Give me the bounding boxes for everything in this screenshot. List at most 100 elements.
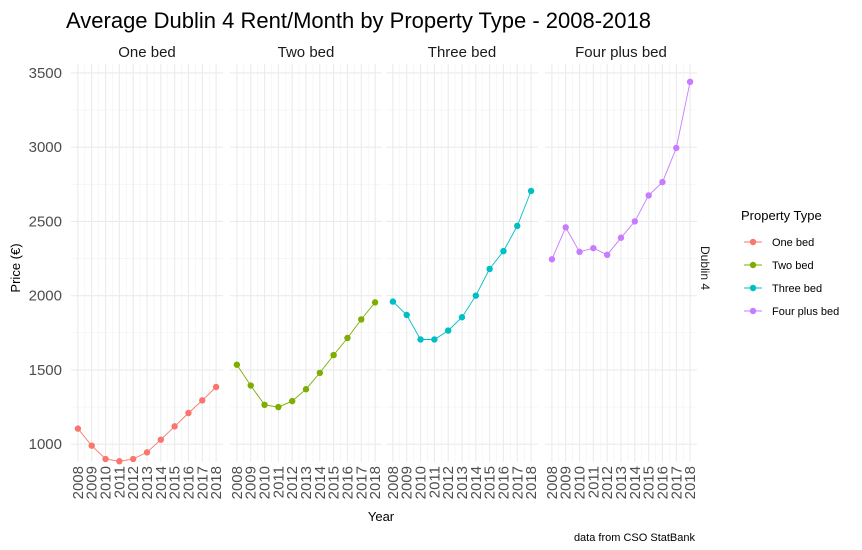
x-tick-label: 2014 <box>312 466 329 499</box>
x-tick-label: 2017 <box>353 466 370 499</box>
data-point <box>371 299 379 306</box>
data-point <box>562 224 569 231</box>
data-point <box>389 298 397 305</box>
data-point <box>233 361 241 368</box>
data-point <box>129 455 137 463</box>
data-point <box>458 314 466 321</box>
facets: One bed200820092010201120122013201420152… <box>70 44 699 499</box>
x-tick-label: 2017 <box>509 466 526 499</box>
data-point <box>302 386 310 393</box>
legend-key-point <box>749 307 757 315</box>
x-tick-label: 2009 <box>558 466 575 499</box>
x-tick-label: 2015 <box>482 466 499 499</box>
data-point <box>472 292 480 299</box>
y-tick-label: 1500 <box>29 362 62 379</box>
x-tick-label: 2008 <box>229 466 246 499</box>
x-tick-label: 2012 <box>599 466 616 499</box>
x-tick-label: 2010 <box>257 466 274 499</box>
facet-strip-label: Four plus bed <box>575 44 667 61</box>
x-tick-label: 2008 <box>544 466 561 499</box>
data-point <box>431 336 438 343</box>
y-axis-title: Price (€) <box>8 243 23 292</box>
x-tick-label: 2015 <box>167 466 184 499</box>
y-tick-label: 3500 <box>29 65 62 82</box>
y-tick-label: 2000 <box>29 288 62 305</box>
x-tick-label: 2012 <box>440 466 457 499</box>
data-point <box>185 409 192 417</box>
data-point <box>358 316 365 323</box>
data-point <box>686 78 694 86</box>
x-tick-label: 2013 <box>454 466 471 499</box>
facet-panel: Four plus bed200820092010201120122013201… <box>544 44 699 499</box>
data-point <box>143 449 151 456</box>
legend-label: Three bed <box>772 283 822 295</box>
data-point <box>212 383 220 391</box>
data-point <box>288 397 296 405</box>
x-tick-label: 2017 <box>194 466 211 499</box>
legend-label: Four plus bed <box>772 306 839 318</box>
x-tick-label: 2009 <box>84 466 101 499</box>
data-point <box>403 311 410 319</box>
data-point <box>261 401 268 409</box>
x-tick-label: 2018 <box>208 466 225 499</box>
facet-panel: Three bed2008200920102011201220132014201… <box>385 44 540 499</box>
facet-strip-label: One bed <box>118 44 176 61</box>
data-point <box>645 192 652 199</box>
data-point <box>116 458 123 465</box>
x-tick-label: 2014 <box>627 466 644 499</box>
x-tick-label: 2018 <box>682 466 699 499</box>
data-point <box>316 369 324 377</box>
x-tick-label: 2017 <box>668 466 685 499</box>
x-tick-label: 2009 <box>399 466 416 499</box>
x-tick-label: 2015 <box>641 466 658 499</box>
data-point <box>673 144 680 152</box>
data-point <box>603 251 611 259</box>
legend-item: Three bed <box>744 283 822 295</box>
y-tick-label: 3000 <box>29 139 62 156</box>
x-tick-label: 2018 <box>523 466 540 499</box>
x-axis-title: Year <box>368 509 395 524</box>
x-tick-label: 2010 <box>98 466 115 499</box>
data-point <box>157 436 165 443</box>
data-point <box>500 247 507 255</box>
y-axis: 1000 1500 2000 2500 3000 3500 <box>29 65 62 453</box>
data-point <box>631 218 639 225</box>
data-point <box>617 234 625 241</box>
x-tick-label: 2010 <box>413 466 430 499</box>
x-tick-label: 2013 <box>613 466 630 499</box>
legend-label: One bed <box>772 237 814 249</box>
data-point <box>590 244 597 252</box>
row-facet-label: Dublin 4 <box>698 246 712 290</box>
x-tick-label: 2008 <box>385 466 402 499</box>
x-tick-label: 2011 <box>270 466 287 498</box>
legend-item: Two bed <box>744 260 814 272</box>
legend-item: Four plus bed <box>744 306 839 318</box>
x-tick-label: 2016 <box>495 466 512 499</box>
x-tick-label: 2014 <box>153 466 170 499</box>
data-point <box>199 397 206 404</box>
x-tick-label: 2012 <box>125 466 142 499</box>
data-point <box>102 455 109 463</box>
data-point <box>659 178 666 186</box>
data-point <box>417 336 424 343</box>
facet-panel: One bed200820092010201120122013201420152… <box>70 44 225 499</box>
legend-key-point <box>749 284 757 292</box>
legend-label: Two bed <box>772 260 814 272</box>
x-tick-label: 2015 <box>326 466 343 499</box>
data-point <box>486 265 493 273</box>
x-tick-label: 2011 <box>426 466 443 498</box>
facet-strip-label: Three bed <box>428 44 496 61</box>
chart-title: Average Dublin 4 Rent/Month by Property … <box>66 8 651 33</box>
x-tick-label: 2009 <box>243 466 260 499</box>
legend-key-point <box>749 261 757 269</box>
data-point <box>330 351 337 359</box>
x-tick-label: 2011 <box>111 466 128 498</box>
data-point <box>74 425 82 432</box>
x-tick-label: 2016 <box>180 466 197 499</box>
x-tick-label: 2013 <box>139 466 156 499</box>
data-point <box>527 187 535 195</box>
data-point <box>247 382 254 389</box>
data-point <box>344 334 351 342</box>
facet-panel: Two bed200820092010201120122013201420152… <box>229 44 384 499</box>
